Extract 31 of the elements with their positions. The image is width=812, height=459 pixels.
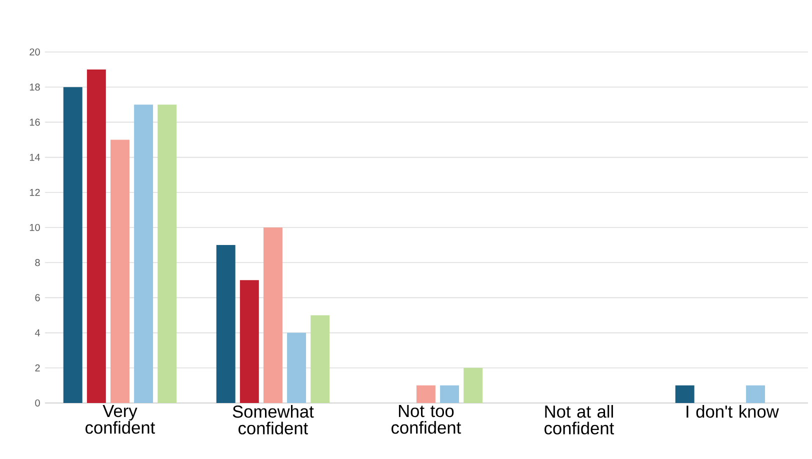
- y-tick-label: 14: [30, 154, 40, 161]
- bar: [310, 315, 330, 403]
- y-tick-label: 20: [30, 48, 40, 56]
- x-tick-label: Not at all confident: [544, 405, 614, 434]
- bar: [216, 245, 236, 403]
- bar: [746, 385, 766, 403]
- bar: [63, 87, 82, 403]
- x-tick-label: Not too confident: [392, 405, 461, 434]
- bar: [464, 368, 483, 403]
- bar: [416, 385, 436, 403]
- bar: [158, 104, 177, 403]
- y-tick-label: 0: [35, 399, 40, 407]
- bar: [110, 140, 130, 403]
- y-tick-label: 4: [34, 329, 40, 336]
- y-tick-label: 8: [35, 259, 40, 266]
- x-tick-label: Very confident: [86, 405, 156, 434]
- y-tick-label: 6: [35, 294, 40, 302]
- y-tick-label: 12: [30, 188, 40, 196]
- bar: [675, 385, 694, 403]
- y-tick-label: 10: [30, 224, 40, 232]
- bar: [263, 227, 282, 403]
- x-tick-label: I don't know: [686, 405, 779, 418]
- bar: [440, 385, 460, 403]
- x-tick-label: Somewhat confident: [232, 405, 314, 434]
- bar: [240, 280, 259, 403]
- bar: [287, 332, 306, 403]
- bar: [134, 104, 154, 403]
- bar: [86, 70, 106, 403]
- y-tick-label: 18: [30, 84, 40, 91]
- y-tick-label: 16: [30, 118, 40, 126]
- y-tick-label: 2: [35, 364, 40, 372]
